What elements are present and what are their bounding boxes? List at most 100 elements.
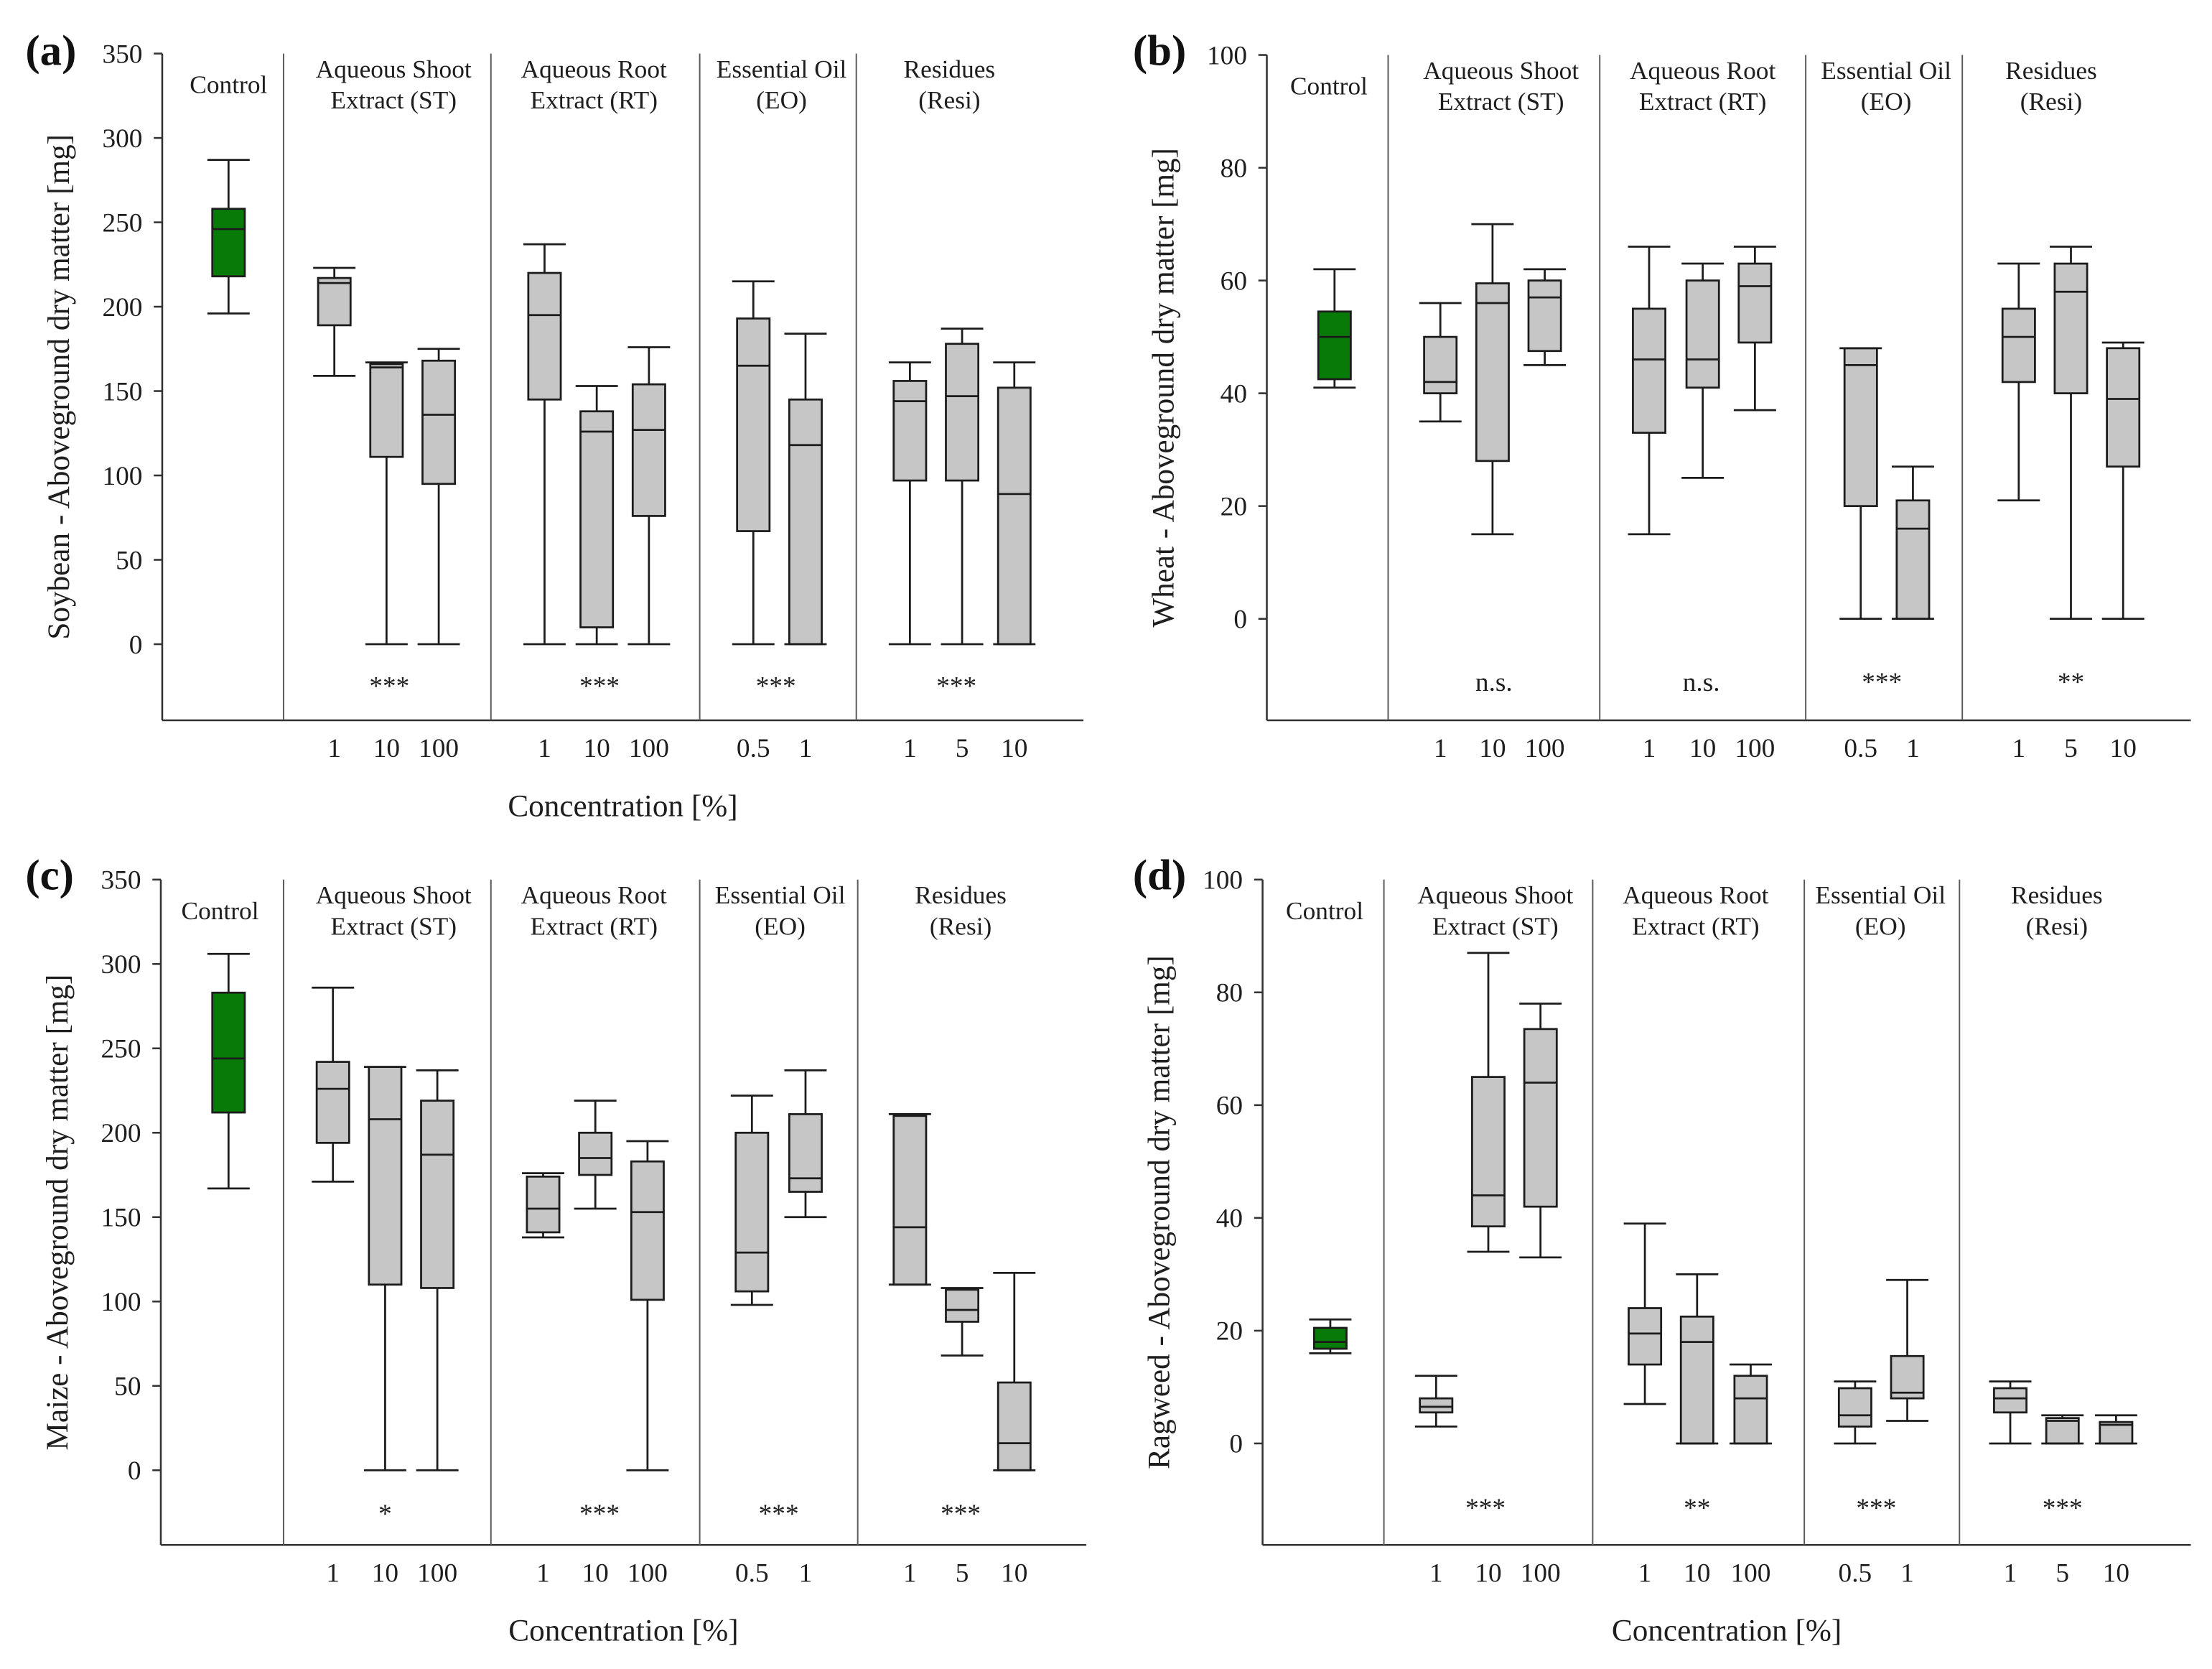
group-a-eo: Essential Oil (EO) *** 0.5 1	[717, 55, 847, 763]
group-a-rt: Aqueous Root Extract (RT) *** 1 10 100	[521, 55, 671, 763]
box-d-rt-1	[1628, 1307, 1663, 1366]
significance-label-c-rt: ***	[579, 1500, 620, 1529]
box-b-eo-1	[1895, 499, 1931, 620]
x-tick-label-c-rt-10: 10	[582, 1558, 609, 1588]
y-tick-label-c-350: 350	[101, 866, 141, 896]
group-b-st: Aqueous Shoot Extract (ST) n.s. 1 10 100	[1419, 57, 1579, 763]
y-tick-label-d-20: 20	[1216, 1317, 1243, 1347]
group-c-st: Aqueous Shoot Extract (ST) * 1 10 100	[312, 881, 472, 1588]
x-tick-label-a-st-10: 10	[373, 734, 400, 763]
y-tick-label-b-100: 100	[1207, 41, 1247, 70]
y-tick-label-d-0: 0	[1229, 1430, 1243, 1459]
x-axis-title-d: Concentration [%]	[1612, 1614, 1842, 1648]
x-tick-label-c-rt-100: 100	[627, 1558, 668, 1588]
box-a-resi-5	[945, 343, 980, 482]
x-tick-label-b-st-100: 100	[1525, 734, 1565, 763]
group-a-st: Aqueous Shoot Extract (ST) *** 1 10 100	[313, 55, 472, 763]
significance-label-a-st: ***	[369, 672, 409, 702]
x-tick-label-a-resi-10: 10	[1001, 734, 1027, 763]
group-d-st: Aqueous Shoot Extract (ST) *** 1 10 100	[1414, 881, 1574, 1588]
box-b-resi-5	[2053, 262, 2089, 395]
group-title-c-eo-line1: Essential Oil	[715, 881, 846, 909]
y-axis-title-a: Soybean - Aboveground dry matter [mg]	[42, 134, 76, 640]
group-title-c-resi-line1: Residues	[915, 881, 1007, 909]
box-c-rt-10	[578, 1131, 613, 1176]
significance-label-d-resi: ***	[2043, 1494, 2083, 1523]
y-tick-label-c-50: 50	[114, 1372, 141, 1402]
box-c-eo-0.5	[734, 1131, 770, 1293]
panel-c: (c) 0 50 100 150 200 250 300 350 Maize - Abovegro…	[25, 852, 1086, 1648]
x-tick-label-d-rt-1: 1	[1638, 1558, 1652, 1588]
y-tick-label-a-0: 0	[129, 631, 143, 660]
box-a-st-10	[369, 363, 404, 458]
group-a-control: Control	[190, 71, 268, 315]
x-tick-label-a-eo-1: 1	[799, 734, 813, 763]
group-title-d-control-line1: Control	[1286, 897, 1363, 925]
group-title-a-control-line1: Control	[190, 71, 267, 99]
box-a-eo-0.5	[736, 317, 771, 532]
x-tick-label-d-resi-10: 10	[2103, 1558, 2129, 1588]
y-tick-label-b-60: 60	[1221, 266, 1247, 296]
y-tick-label-c-0: 0	[128, 1456, 141, 1486]
y-tick-label-a-300: 300	[102, 124, 142, 154]
x-tick-label-c-rt-1: 1	[536, 1558, 550, 1588]
significance-label-c-resi: ***	[941, 1500, 981, 1529]
box-a-st-1	[317, 276, 352, 327]
group-title-a-rt-line1: Aqueous Root	[521, 55, 667, 83]
group-title-c-rt-line2: Extract (RT)	[530, 912, 657, 940]
group-title-c-resi-line2: (Resi)	[930, 912, 991, 940]
box-d-st-100	[1523, 1028, 1558, 1208]
significance-label-d-rt: **	[1684, 1494, 1710, 1523]
panel-a: (a) 0 50 100 150 200 250 300 350 Soybean - Aboveg…	[25, 27, 1084, 823]
box-b-st-10	[1475, 282, 1510, 462]
x-tick-label-d-eo-0.5: 0.5	[1839, 1558, 1872, 1588]
significance-label-a-resi: ***	[936, 672, 976, 702]
x-tick-label-d-resi-5: 5	[2055, 1558, 2069, 1588]
y-tick-label-c-200: 200	[101, 1119, 141, 1148]
box-a-rt-10	[579, 410, 615, 628]
box-a-st-100	[421, 359, 457, 485]
panel-d: (d) 0 20 40 60 80 100 Ragweed - Aboveground dry…	[1133, 852, 2191, 1648]
group-c-eo: Essential Oil (EO) *** 0.5 1	[715, 881, 846, 1588]
significance-label-a-rt: ***	[579, 672, 620, 702]
significance-label-b-rt: n.s.	[1683, 668, 1720, 697]
y-tick-label-a-150: 150	[102, 377, 142, 406]
x-tick-label-c-eo-1: 1	[799, 1558, 813, 1588]
group-c-control: Control	[182, 897, 259, 1190]
box-d-resi-1	[1993, 1387, 2027, 1414]
x-tick-label-d-st-1: 1	[1429, 1558, 1443, 1588]
y-tick-label-a-250: 250	[102, 208, 142, 238]
box-b-st-1	[1423, 335, 1458, 395]
group-title-b-eo-line1: Essential Oil	[1821, 57, 1951, 85]
y-axis-title-d: Ragweed - Aboveground dry matter [mg]	[1143, 955, 1177, 1469]
x-tick-label-d-rt-100: 100	[1730, 1558, 1770, 1588]
x-tick-label-b-rt-10: 10	[1689, 734, 1716, 763]
box-c-eo-1	[788, 1113, 823, 1193]
x-tick-label-c-resi-1: 1	[903, 1558, 917, 1588]
x-tick-label-d-st-10: 10	[1475, 1558, 1501, 1588]
y-tick-label-a-350: 350	[102, 39, 142, 69]
group-d-resi: Residues (Resi) *** 1 5 10	[1989, 881, 2137, 1588]
x-tick-label-a-rt-1: 1	[538, 734, 551, 763]
group-b-eo: Essential Oil (EO) *** 0.5 1	[1821, 57, 1951, 763]
group-c-rt: Aqueous Root Extract (RT) *** 1 10 100	[521, 881, 669, 1588]
significance-label-a-eo: ***	[756, 672, 796, 702]
box-d-rt-100	[1733, 1375, 1768, 1445]
group-title-a-eo-line1: Essential Oil	[717, 55, 847, 83]
group-title-a-st-line1: Aqueous Shoot	[316, 55, 472, 83]
x-tick-label-b-st-10: 10	[1479, 734, 1506, 763]
group-title-d-eo-line2: (EO)	[1855, 912, 1906, 940]
x-tick-label-a-resi-1: 1	[903, 734, 917, 763]
group-d-rt: Aqueous Root Extract (RT) ** 1 10 100	[1623, 881, 1772, 1588]
y-tick-label-b-80: 80	[1221, 154, 1247, 183]
group-c-resi: Residues (Resi) *** 1 5 10	[888, 881, 1036, 1588]
box-b-rt-100	[1737, 262, 1773, 344]
x-tick-label-a-rt-100: 100	[629, 734, 669, 763]
box-d-st-10	[1471, 1076, 1506, 1228]
group-title-d-st-line2: Extract (ST)	[1432, 912, 1559, 940]
group-title-c-st-line2: Extract (ST)	[330, 912, 457, 940]
box-a-rt-1	[527, 271, 562, 401]
significance-label-c-eo: ***	[759, 1500, 799, 1529]
group-title-d-rt-line2: Extract (RT)	[1632, 912, 1759, 940]
